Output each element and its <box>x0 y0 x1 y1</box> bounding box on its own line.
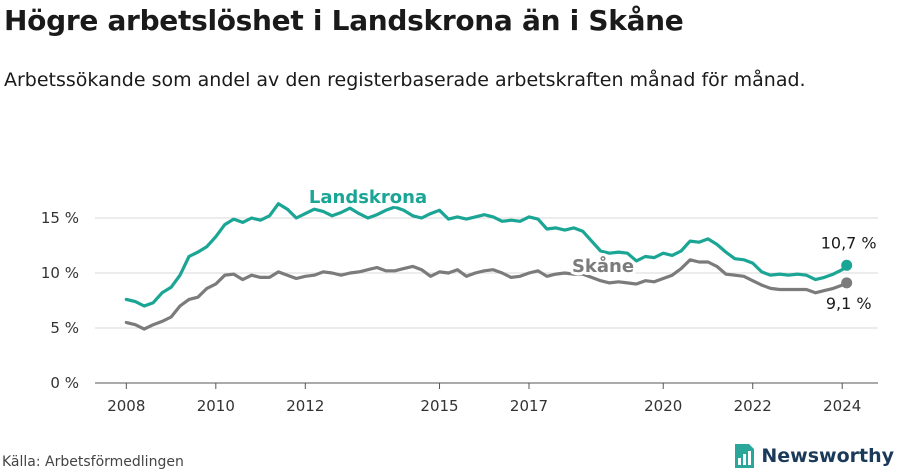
x-axis: 2008 2010 2012 2015 2017 2020 2022 2024 <box>107 383 861 415</box>
end-value-skane: 9,1 % <box>826 294 872 313</box>
y-tick-label: 15 % <box>41 209 79 227</box>
series-lines <box>124 202 853 331</box>
x-tick-label: 2010 <box>197 397 235 415</box>
x-tick-label: 2015 <box>420 397 458 415</box>
series-label-skane: Skåne <box>572 255 634 277</box>
y-tick-label: 0 % <box>50 374 79 392</box>
source-note: Källa: Arbetsförmedlingen <box>2 454 184 470</box>
series-label-landskrona: Landskrona <box>309 187 427 208</box>
end-value-landskrona: 10,7 % <box>821 233 877 252</box>
x-tick-label: 2017 <box>510 397 548 415</box>
series-line-landskrona <box>124 202 849 308</box>
end-point-landskrona <box>841 259 853 271</box>
y-tick-label: 5 % <box>50 319 79 337</box>
x-tick-label: 2024 <box>823 397 861 415</box>
grid-lines: 0 % 5 % 10 % 15 % <box>41 209 878 392</box>
chart-subtitle: Arbetssökande som andel av den registerb… <box>4 69 806 91</box>
y-tick-label: 10 % <box>41 264 79 282</box>
newsworthy-icon <box>735 444 755 468</box>
series-labels: Landskrona Skåne 10,7 % 9,1 % <box>306 184 879 315</box>
x-tick-label: 2022 <box>734 397 772 415</box>
x-tick-label: 2008 <box>107 397 145 415</box>
chart-title: Högre arbetslöshet i Landskrona än i Skå… <box>4 4 684 37</box>
x-tick-label: 2020 <box>644 397 682 415</box>
x-tick-label: 2012 <box>286 397 324 415</box>
end-point-sk-ne <box>841 277 853 289</box>
brand-name: Newsworthy <box>761 445 894 467</box>
newsworthy-logo: Newsworthy <box>733 443 894 469</box>
series-line-sk-ne <box>124 258 849 331</box>
